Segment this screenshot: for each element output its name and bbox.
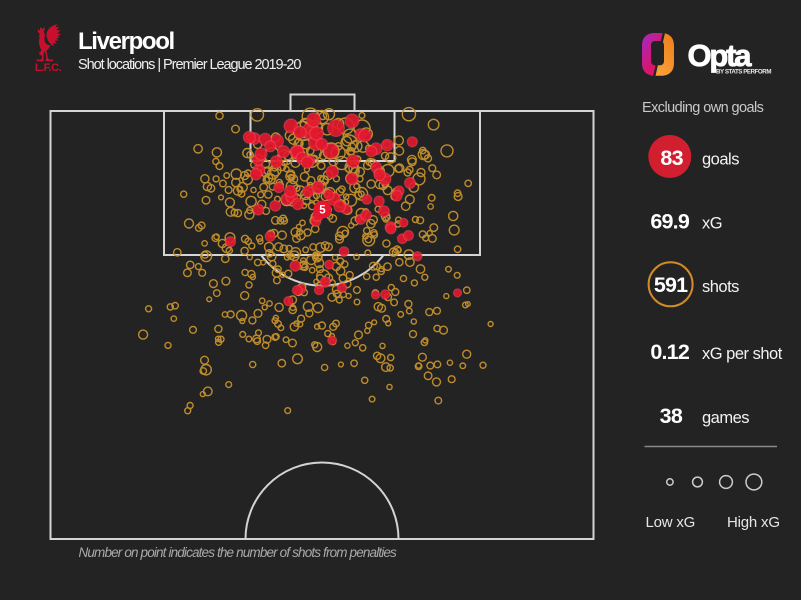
svg-text:69.9: 69.9 <box>650 210 689 234</box>
svg-text:5: 5 <box>319 205 326 217</box>
svg-text:83: 83 <box>660 146 683 170</box>
svg-text:Opta: Opta <box>688 38 753 73</box>
svg-text:591: 591 <box>654 273 688 297</box>
svg-text:Low xG: Low xG <box>646 514 696 531</box>
svg-text:0.12: 0.12 <box>650 340 689 364</box>
svg-text:BY STATS PERFORM: BY STATS PERFORM <box>716 69 771 76</box>
svg-text:games: games <box>702 409 749 427</box>
svg-text:shots: shots <box>702 278 739 296</box>
svg-text:High xG: High xG <box>727 514 780 531</box>
svg-text:goals: goals <box>702 151 739 169</box>
svg-text:xG per shot: xG per shot <box>702 345 783 363</box>
svg-text:xG: xG <box>702 215 722 233</box>
svg-text:38: 38 <box>660 404 683 428</box>
